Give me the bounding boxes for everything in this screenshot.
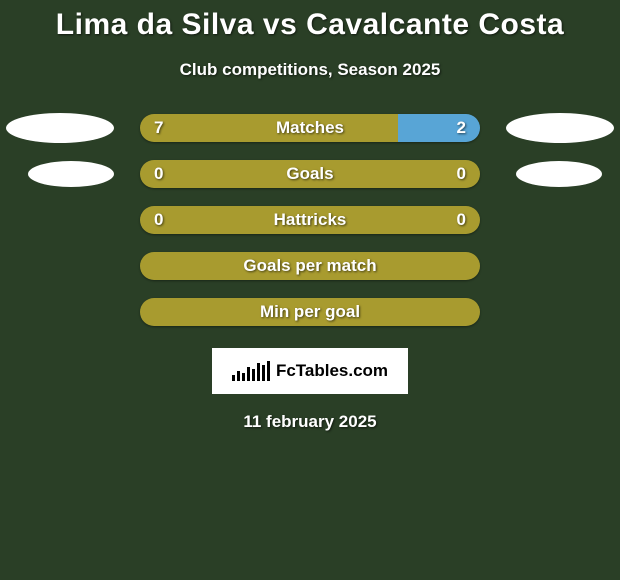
bar-labels: 7 2 Matches — [140, 114, 480, 142]
logo-bar-segment — [232, 375, 235, 381]
bar-labels: 0 0 Hattricks — [140, 206, 480, 234]
row-min-per-goal: Min per goal — [0, 298, 620, 326]
metric-label: Goals — [286, 164, 333, 184]
bar-goals-per-match: Goals per match — [140, 252, 480, 280]
logo-bars-icon — [232, 361, 270, 381]
logo-bar-segment — [247, 367, 250, 381]
row-goals: 0 0 Goals — [0, 160, 620, 188]
logo-bar-segment — [267, 361, 270, 381]
bar-hattricks: 0 0 Hattricks — [140, 206, 480, 234]
value-right: 2 — [457, 118, 466, 138]
logo-bar-segment — [237, 371, 240, 381]
player-marker-left — [6, 113, 114, 143]
bar-labels: Min per goal — [140, 298, 480, 326]
metric-label: Hattricks — [274, 210, 347, 230]
row-goals-per-match: Goals per match — [0, 252, 620, 280]
metric-label: Goals per match — [243, 256, 376, 276]
logo-box: FcTables.com — [212, 348, 408, 394]
logo-bar-segment — [257, 363, 260, 381]
value-left: 0 — [154, 210, 163, 230]
value-right: 0 — [457, 164, 466, 184]
date-label: 11 february 2025 — [0, 412, 620, 432]
logo-text: FcTables.com — [276, 361, 388, 381]
logo-bar-segment — [252, 369, 255, 381]
title: Lima da Silva vs Cavalcante Costa — [0, 8, 620, 42]
metric-label: Matches — [276, 118, 344, 138]
player-marker-left — [28, 161, 114, 187]
value-right: 0 — [457, 210, 466, 230]
bar-matches: 7 2 Matches — [140, 114, 480, 142]
logo-bar-segment — [242, 373, 245, 381]
bar-labels: 0 0 Goals — [140, 160, 480, 188]
bar-labels: Goals per match — [140, 252, 480, 280]
metric-label: Min per goal — [260, 302, 360, 322]
bar-min-per-goal: Min per goal — [140, 298, 480, 326]
logo-bar-segment — [262, 365, 265, 381]
player-marker-right — [506, 113, 614, 143]
infographic-container: Lima da Silva vs Cavalcante Costa Club c… — [0, 0, 620, 580]
subtitle: Club competitions, Season 2025 — [0, 60, 620, 80]
row-matches: 7 2 Matches — [0, 114, 620, 142]
row-hattricks: 0 0 Hattricks — [0, 206, 620, 234]
value-left: 0 — [154, 164, 163, 184]
player-marker-right — [516, 161, 602, 187]
comparison-rows: 7 2 Matches 0 0 Goals 0 0 Hattricks Goals per mat… — [0, 114, 620, 326]
value-left: 7 — [154, 118, 163, 138]
bar-goals: 0 0 Goals — [140, 160, 480, 188]
